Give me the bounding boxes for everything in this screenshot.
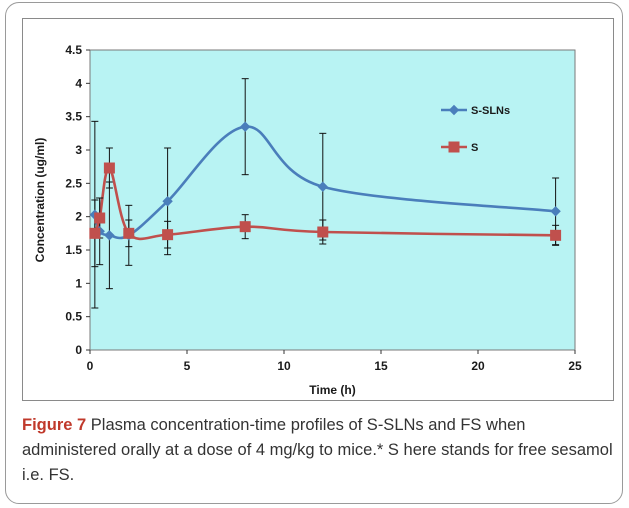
- y-tick-label: 0: [75, 343, 82, 357]
- y-tick-label: 3: [75, 143, 82, 157]
- plot-area: [89, 49, 576, 351]
- x-tick-label: 5: [184, 359, 191, 373]
- y-tick-label: 2.5: [65, 176, 82, 190]
- figure-caption-text: Plasma concentration-time profiles of S-…: [22, 416, 613, 484]
- x-tick-label: 20: [471, 359, 485, 373]
- data-point-s: [89, 227, 101, 239]
- y-tick-label: 3.5: [65, 110, 82, 124]
- y-tick-label: 2: [75, 210, 82, 224]
- series-line-s-slns: [93, 125, 556, 240]
- figure-label: Figure 7: [22, 416, 87, 434]
- y-tick-label: 4.5: [65, 43, 82, 57]
- data-point-s: [317, 226, 329, 238]
- y-tick-label: 4: [75, 76, 82, 90]
- x-axis-title: Time (h): [309, 383, 355, 397]
- y-axis-title: Concentration (ug/ml): [33, 138, 47, 263]
- data-point-s: [94, 212, 106, 224]
- data-point-s-slns: [162, 196, 173, 207]
- x-tick-label: 0: [87, 359, 94, 373]
- data-point-s-slns: [104, 230, 115, 241]
- x-tick-label: 15: [374, 359, 388, 373]
- data-point-s: [239, 221, 251, 233]
- data-point-s-slns: [317, 181, 329, 192]
- y-tick-label: 0.5: [65, 310, 82, 324]
- chart-panel: 0 0.5 1 1.5 2 2.5 3 3.5 4 4.5 0 5 10 15 20 25 Time (h) Co…: [22, 18, 614, 401]
- legend-marker-s-slns: [448, 104, 460, 116]
- data-point-s-slns: [550, 206, 561, 217]
- legend-label-s: S: [471, 142, 478, 154]
- x-tick-label: 25: [568, 359, 582, 373]
- data-point-s-slns: [239, 121, 251, 132]
- data-point-s: [550, 229, 562, 241]
- legend-label-s-slns: S-SLNs: [471, 105, 510, 117]
- figure-frame: 0 0.5 1 1.5 2 2.5 3 3.5 4 4.5 0 5 10 15 20 25 Time (h) Co…: [5, 2, 623, 504]
- y-tick-label: 1: [75, 276, 82, 290]
- figure-caption: Figure 7 Plasma concentration-time profi…: [22, 413, 618, 488]
- y-tick-label: 1.5: [65, 243, 82, 257]
- chart: 0 0.5 1 1.5 2 2.5 3 3.5 4 4.5 0 5 10 15 20 25 Time (h) Co…: [33, 43, 582, 397]
- data-point-s: [162, 229, 174, 241]
- data-point-s: [103, 162, 115, 174]
- legend-marker-s: [448, 141, 460, 153]
- x-tick-label: 10: [277, 359, 291, 373]
- data-point-s: [123, 227, 135, 239]
